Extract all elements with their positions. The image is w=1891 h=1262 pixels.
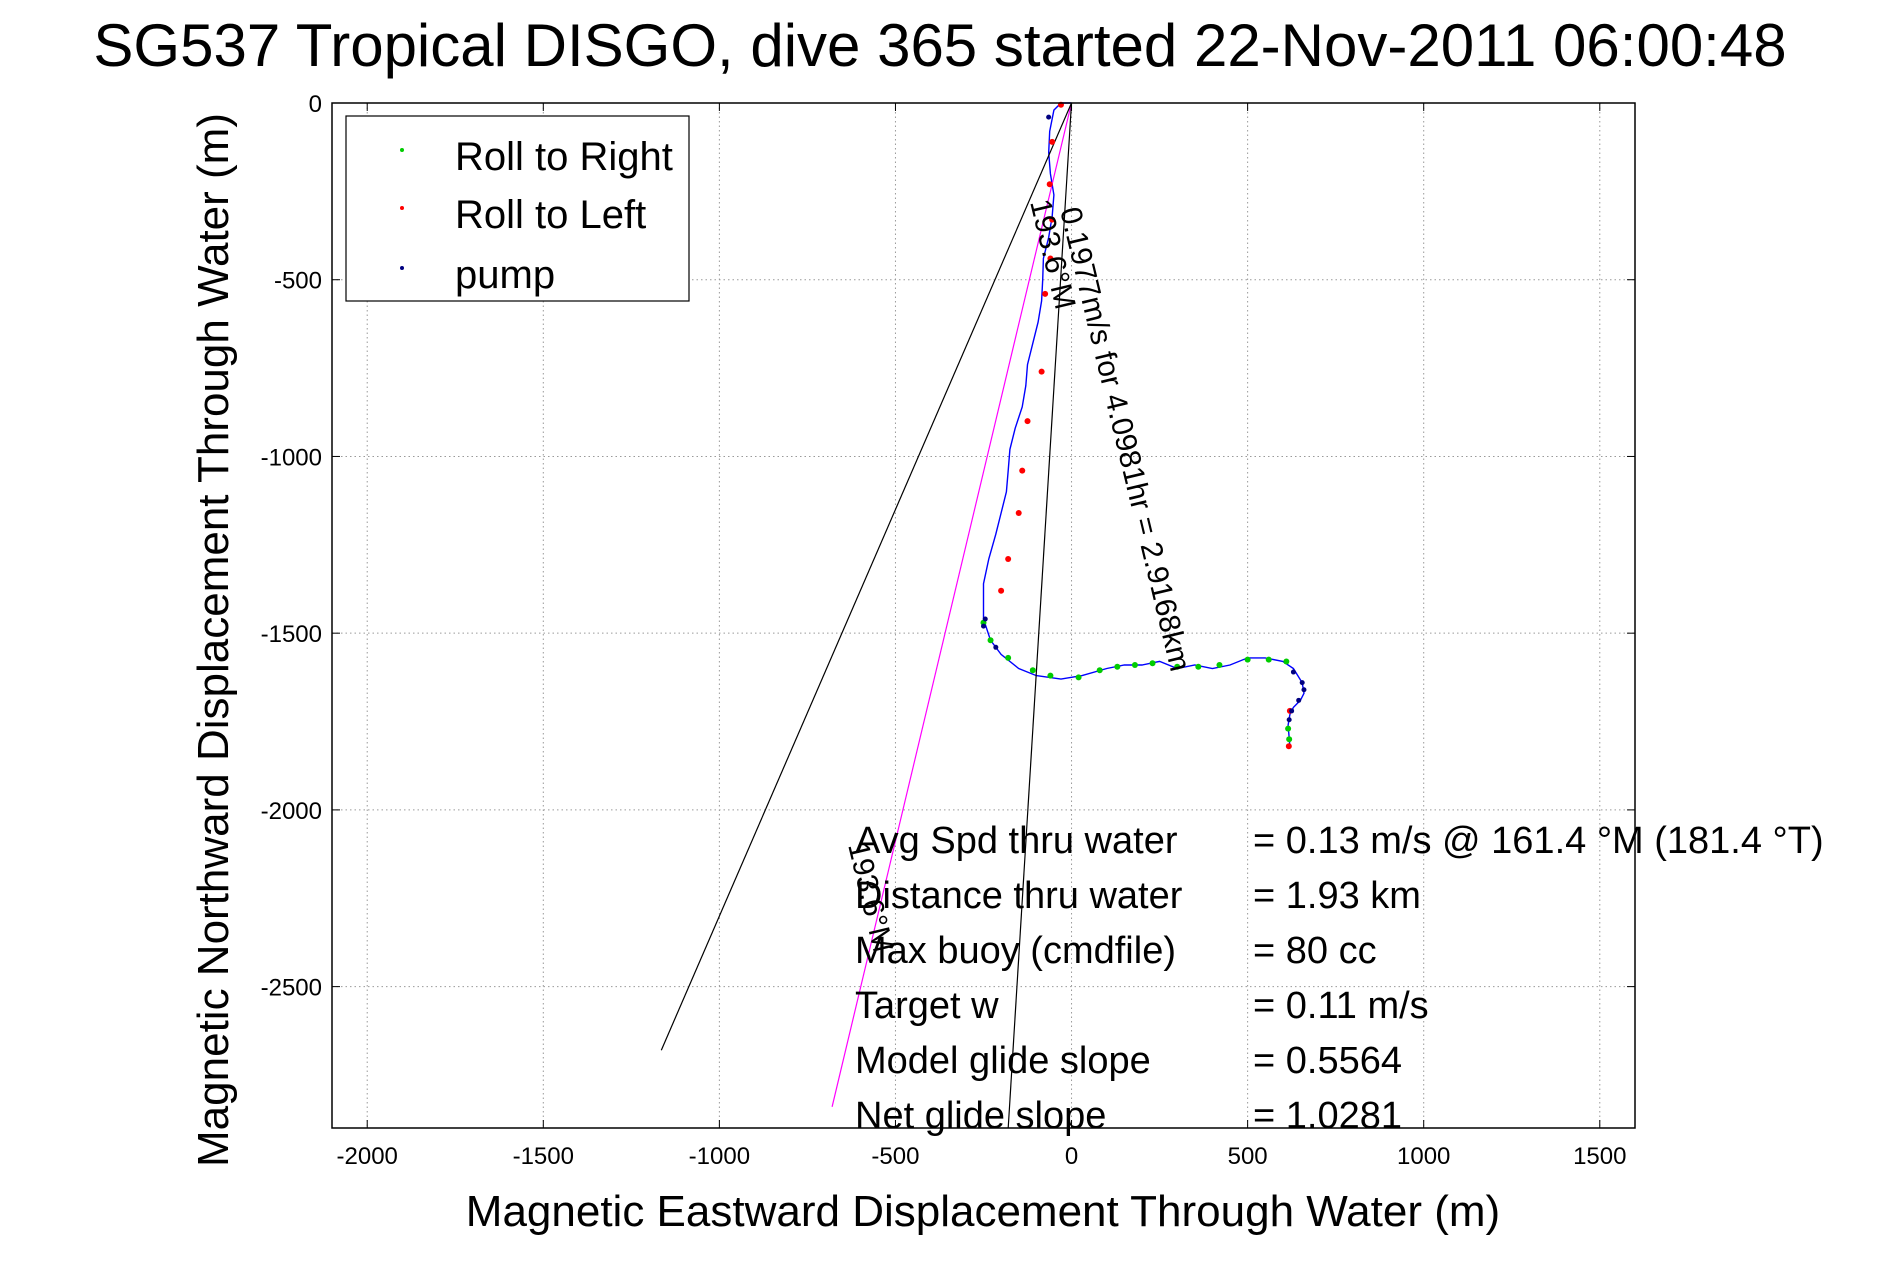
x-tick-label: -1500 <box>513 1143 574 1170</box>
roll-left-marker <box>1047 255 1054 262</box>
pump-marker <box>1299 680 1305 686</box>
x-tick-label: -500 <box>871 1143 919 1170</box>
roll-left-marker <box>1019 467 1026 474</box>
roll-right-marker <box>1265 656 1272 663</box>
stat-value-model-glide: = 0.5564 <box>1253 1040 1402 1082</box>
roll-right-marker <box>1131 661 1138 668</box>
pump-marker <box>1046 114 1052 120</box>
stat-label-target-w: Target w <box>855 985 999 1027</box>
pump-marker <box>1301 687 1307 693</box>
x-tick-label: 0 <box>1065 1143 1078 1170</box>
stats-block: Avg Spd thru water = 0.13 m/s @ 161.4 °M… <box>855 820 1824 1137</box>
pump-marker <box>982 616 988 622</box>
series-line-3 <box>1007 102 1073 1129</box>
y-axis-label: Magnetic Northward Displacement Through … <box>189 113 238 1167</box>
roll-left-marker <box>1049 138 1056 145</box>
roll-right-marker <box>1285 725 1292 732</box>
pump-marker <box>1286 717 1292 723</box>
legend: Roll to Right Roll to Left pump <box>345 115 690 302</box>
roll-right-marker <box>1149 660 1156 667</box>
roll-right-marker <box>1005 654 1012 661</box>
roll-left-marker <box>1046 181 1053 188</box>
legend-marker-pump <box>400 266 404 270</box>
roll-left-marker <box>1285 743 1292 750</box>
roll-right-marker <box>1114 663 1121 670</box>
y-tick-label: -2500 <box>261 975 322 1002</box>
x-tick-label: -2000 <box>337 1143 398 1170</box>
roll-right-marker <box>1195 663 1202 670</box>
roll-left-marker <box>1005 555 1012 562</box>
roll-right-marker <box>1283 658 1290 665</box>
legend-label-pump: pump <box>455 253 555 297</box>
y-tick-label: -1000 <box>261 444 322 471</box>
x-tick-label: 1500 <box>1573 1143 1626 1170</box>
markers <box>980 101 1307 750</box>
roll-left-marker <box>998 587 1005 594</box>
plot-frame <box>331 102 1636 1129</box>
series-line-2 <box>660 102 1073 1051</box>
roll-left-marker <box>1038 368 1045 375</box>
roll-right-marker <box>1286 736 1293 743</box>
y-tick-label: -500 <box>274 268 322 295</box>
roll-left-marker <box>1024 418 1031 425</box>
stat-value-net-glide: = 1.0281 <box>1253 1095 1402 1137</box>
ticks: -2000 -1500 -1000 -500 0 500 1000 1500 0 -500 -100… <box>261 91 1635 1170</box>
series-lines <box>660 102 1305 1129</box>
pump-marker <box>1289 708 1295 714</box>
stat-value-max-buoy: = 80 cc <box>1253 930 1377 972</box>
roll-left-marker <box>1015 510 1022 516</box>
legend-marker-roll-left <box>400 206 404 210</box>
stat-value-avg-speed: = 0.13 m/s @ 161.4 °M (181.4 °T) <box>1253 820 1824 862</box>
roll-right-marker <box>1096 667 1103 674</box>
legend-label-roll-left: Roll to Left <box>455 193 646 237</box>
stat-label-max-buoy: Max buoy (cmdfile) <box>855 930 1176 972</box>
y-tick-label: 0 <box>309 91 322 118</box>
chart-title: SG537 Tropical DISGO, dive 365 started 2… <box>93 12 1786 79</box>
roll-left-marker <box>1042 290 1049 297</box>
y-tick-label: -2000 <box>261 798 322 825</box>
stat-label-model-glide: Model glide slope <box>855 1040 1151 1082</box>
roll-right-marker <box>1075 674 1082 681</box>
pump-marker <box>1296 697 1302 703</box>
x-tick-label: 500 <box>1228 1143 1268 1170</box>
x-axis-label: Magnetic Eastward Displacement Through W… <box>466 1187 1500 1236</box>
roll-right-marker <box>987 637 994 644</box>
pump-marker <box>993 644 999 650</box>
stat-label-distance: Distance thru water <box>855 875 1183 917</box>
pump-marker <box>981 623 986 629</box>
x-tick-label: 1000 <box>1397 1143 1450 1170</box>
roll-right-marker <box>1216 661 1223 668</box>
roll-right-marker <box>1029 667 1036 674</box>
legend-marker-roll-right <box>400 148 404 152</box>
stat-value-distance: = 1.93 km <box>1253 875 1421 917</box>
x-tick-label: -1000 <box>689 1143 750 1170</box>
stat-value-target-w: = 0.11 m/s <box>1253 985 1429 1027</box>
stat-label-net-glide: Net glide slope <box>855 1095 1106 1137</box>
roll-left-marker <box>1049 216 1056 223</box>
series-line-1 <box>831 102 1073 1107</box>
y-tick-label: -1500 <box>261 621 322 648</box>
roll-right-marker <box>1244 656 1251 663</box>
roll-right-marker <box>1174 663 1181 670</box>
stat-label-avg-speed: Avg Spd thru water <box>855 820 1178 862</box>
pump-marker <box>1290 669 1296 675</box>
legend-label-roll-right: Roll to Right <box>455 135 673 179</box>
roll-right-marker <box>1047 672 1054 679</box>
